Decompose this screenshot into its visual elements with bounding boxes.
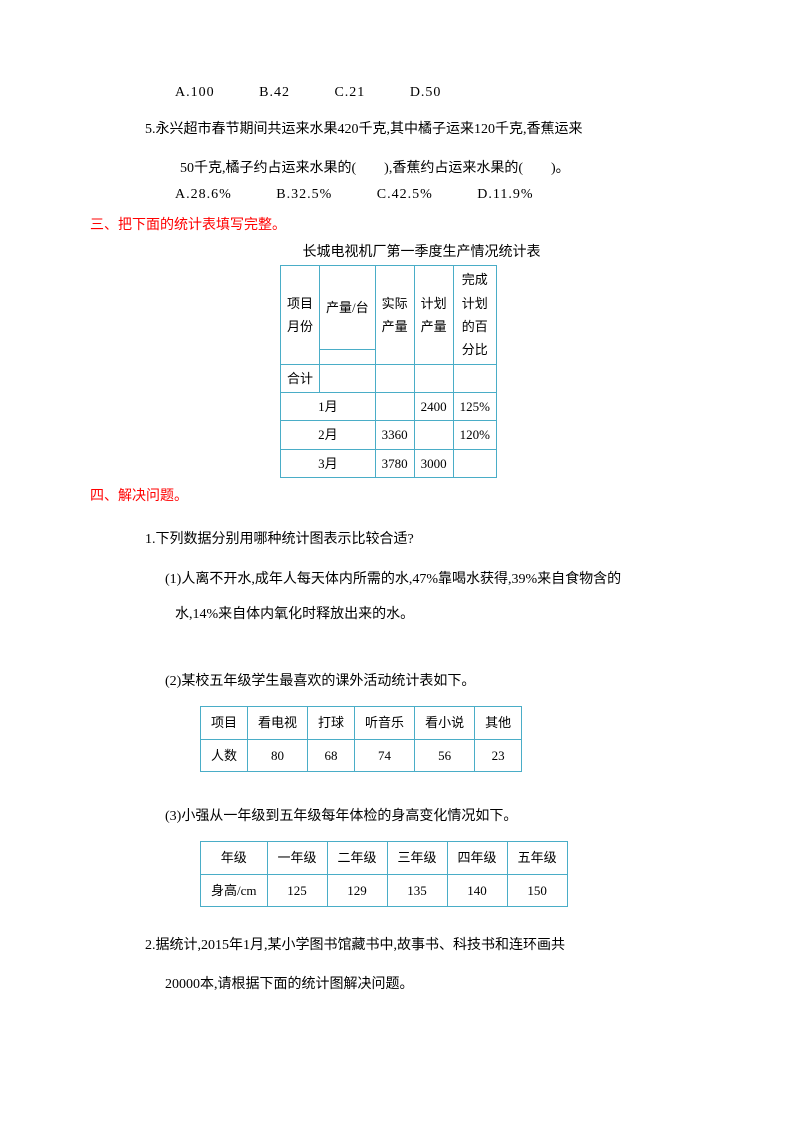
header-novel: 看小说	[415, 707, 475, 739]
option-d: D.11.9%	[477, 187, 533, 202]
cell: 140	[447, 874, 507, 906]
cell: 80	[248, 739, 308, 771]
cell	[453, 449, 496, 477]
option-c: C.21	[334, 85, 365, 100]
cell: 23	[475, 739, 522, 771]
row-total-label: 合计	[281, 364, 320, 392]
question-5-line1: 5.永兴超市春节期间共运来水果420千克,其中橘子运来120千克,香蕉运来	[90, 117, 703, 142]
section-3-header: 三、把下面的统计表填写完整。	[90, 213, 703, 238]
mc-options-row: A.100 B.42 C.21 D.50	[90, 80, 703, 105]
cell: 3360	[375, 421, 414, 449]
row-count-label: 人数	[201, 739, 248, 771]
header-ball: 打球	[308, 707, 355, 739]
header-grade: 年级	[201, 842, 268, 874]
cell	[453, 364, 496, 392]
header-actual: 实际产量	[375, 266, 414, 365]
header-tv: 看电视	[248, 707, 308, 739]
mc-options-row-2: A.28.6% B.32.5% C.42.5% D.11.9%	[90, 182, 703, 207]
grade-table: 年级 一年级 二年级 三年级 四年级 五年级 身高/cm 125 129 135…	[200, 841, 568, 907]
section-4-header: 四、解决问题。	[90, 484, 703, 509]
row-feb-label: 2月	[281, 421, 376, 449]
row-mar-label: 3月	[281, 449, 376, 477]
question-1-2: (2)某校五年级学生最喜欢的课外活动统计表如下。	[90, 669, 703, 694]
question-2-line1: 2.据统计,2015年1月,某小学图书馆藏书中,故事书、科技书和连环画共	[90, 933, 703, 958]
header-percent: 完成计划的百分比	[453, 266, 496, 365]
question-1-main: 1.下列数据分别用哪种统计图表示比较合适?	[90, 527, 703, 552]
cell: 120%	[453, 421, 496, 449]
activity-table: 项目 看电视 打球 听音乐 看小说 其他 人数 80 68 74 56 23	[200, 706, 522, 772]
header-item-month: 项目 月份	[281, 266, 320, 365]
statistics-table: 项目 月份 产量/台 实际产量 计划产量 完成计划的百分比 合计 1月 2400…	[280, 265, 497, 478]
cell	[320, 364, 376, 392]
cell: 3780	[375, 449, 414, 477]
cell: 150	[507, 874, 567, 906]
cell: 125	[267, 874, 327, 906]
header-output: 产量/台	[320, 266, 376, 350]
header-music: 听音乐	[355, 707, 415, 739]
header-planned: 计划产量	[414, 266, 453, 365]
header-g2: 二年级	[327, 842, 387, 874]
cell	[414, 364, 453, 392]
option-b: B.32.5%	[276, 187, 332, 202]
header-other: 其他	[475, 707, 522, 739]
cell	[375, 393, 414, 421]
row-jan-label: 1月	[281, 393, 376, 421]
option-c: C.42.5%	[377, 187, 433, 202]
cell: 56	[415, 739, 475, 771]
header-item: 项目	[287, 296, 313, 311]
stat-table-title: 长城电视机厂第一季度生产情况统计表	[140, 240, 703, 265]
cell: 125%	[453, 393, 496, 421]
question-5-line2: 50千克,橘子约占运来水果的( ),香蕉约占运来水果的( )。	[90, 156, 703, 181]
question-1-1-line2: 水,14%来自体内氧化时释放出来的水。	[90, 602, 703, 627]
option-b: B.42	[259, 85, 290, 100]
cell: 3000	[414, 449, 453, 477]
option-d: D.50	[410, 85, 442, 100]
header-g3: 三年级	[387, 842, 447, 874]
cell	[414, 421, 453, 449]
cell: 129	[327, 874, 387, 906]
header-g5: 五年级	[507, 842, 567, 874]
header-g4: 四年级	[447, 842, 507, 874]
header-item: 项目	[201, 707, 248, 739]
header-g1: 一年级	[267, 842, 327, 874]
header-month: 月份	[287, 319, 313, 334]
blank-cell	[320, 349, 376, 364]
question-1-3: (3)小强从一年级到五年级每年体检的身高变化情况如下。	[90, 804, 703, 829]
question-2-line2: 20000本,请根据下面的统计图解决问题。	[90, 972, 703, 997]
cell: 2400	[414, 393, 453, 421]
cell: 74	[355, 739, 415, 771]
cell: 68	[308, 739, 355, 771]
option-a: A.28.6%	[175, 187, 232, 202]
row-height-label: 身高/cm	[201, 874, 268, 906]
cell: 135	[387, 874, 447, 906]
cell	[375, 364, 414, 392]
option-a: A.100	[175, 85, 215, 100]
question-1-1-line1: (1)人离不开水,成年人每天体内所需的水,47%靠喝水获得,39%来自食物含的	[90, 567, 703, 592]
